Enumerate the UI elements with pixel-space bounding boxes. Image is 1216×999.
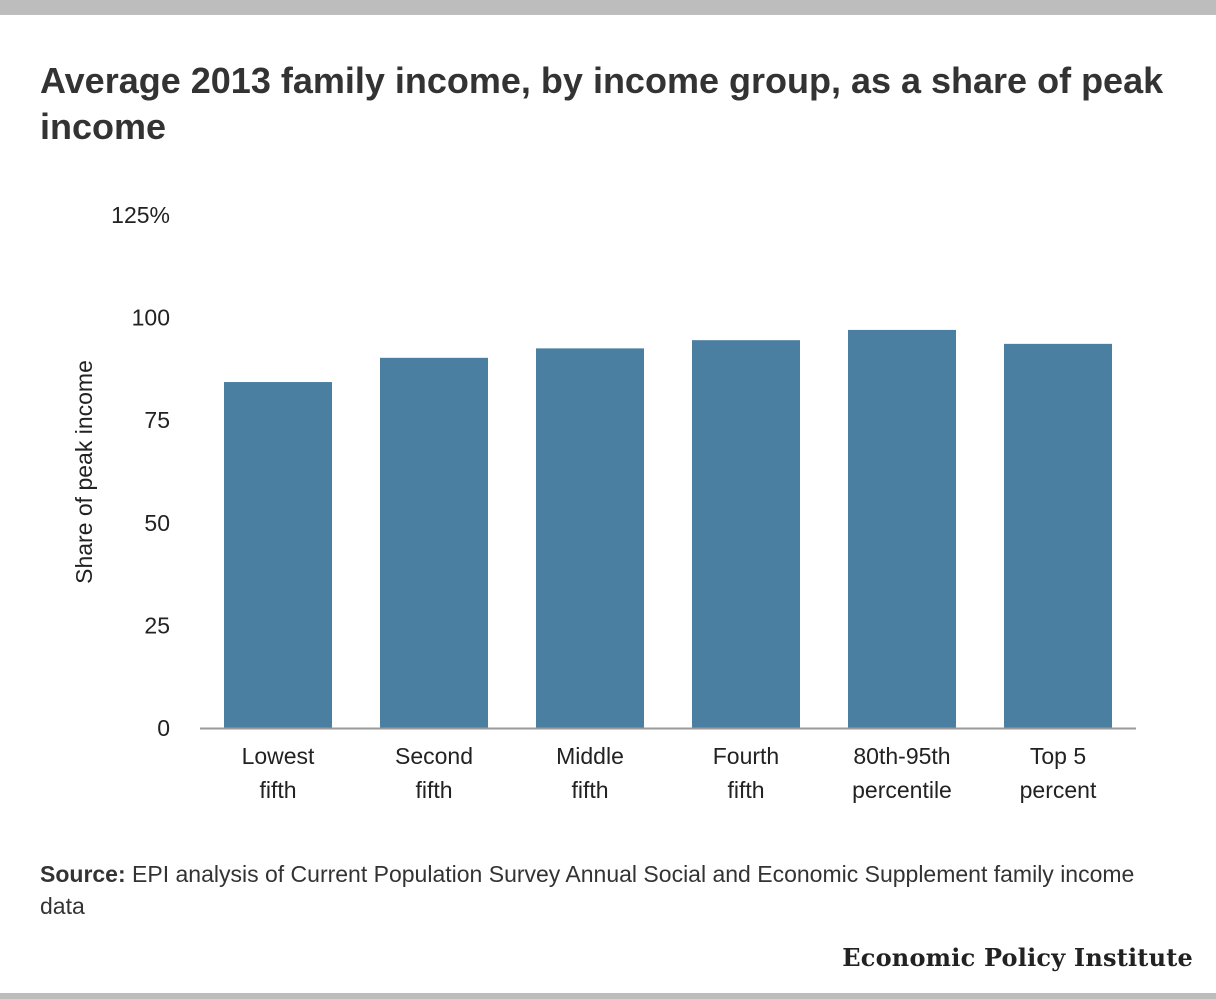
x-tick-label: fifth bbox=[571, 777, 608, 803]
brand-logo: Economic Policy Institute bbox=[842, 943, 1193, 972]
y-tick-label: 125% bbox=[111, 202, 170, 228]
x-tick-label: percent bbox=[1020, 777, 1097, 803]
y-tick-label: 75 bbox=[144, 407, 170, 433]
x-tick-label: Second bbox=[395, 743, 473, 769]
x-tick-label: Middle bbox=[556, 743, 624, 769]
bar bbox=[536, 348, 644, 728]
top-rule bbox=[0, 0, 1216, 15]
bar bbox=[692, 340, 800, 728]
x-tick-label: fifth bbox=[727, 777, 764, 803]
bar bbox=[1004, 343, 1112, 728]
y-tick-label: 0 bbox=[157, 715, 170, 741]
bar bbox=[224, 382, 332, 728]
source-text: EPI analysis of Current Population Surve… bbox=[40, 861, 1135, 919]
chart-title: Average 2013 family income, by income gr… bbox=[40, 60, 1164, 147]
bar-chart: 0 25 50 75 100 125% Share of peak income Lowest… bbox=[71, 202, 1136, 803]
x-tick-label: 80th-95th bbox=[853, 743, 950, 769]
x-tick-label: Lowest bbox=[242, 743, 315, 769]
y-tick-label: 50 bbox=[144, 510, 170, 536]
y-tick-label: 100 bbox=[132, 305, 170, 331]
y-axis-label: Share of peak income bbox=[71, 360, 97, 584]
bar bbox=[380, 357, 488, 728]
y-tick-label: 25 bbox=[144, 612, 170, 638]
source-label: Source: bbox=[40, 861, 126, 887]
bar bbox=[848, 329, 956, 728]
source-note: Source: EPI analysis of Current Populati… bbox=[40, 858, 1170, 922]
bottom-rule bbox=[0, 993, 1216, 999]
x-tick-label: fifth bbox=[259, 777, 296, 803]
x-tick-label: fifth bbox=[415, 777, 452, 803]
x-tick-label: Top 5 bbox=[1030, 743, 1086, 769]
x-tick-label: Fourth bbox=[713, 743, 779, 769]
x-tick-label: percentile bbox=[852, 777, 952, 803]
